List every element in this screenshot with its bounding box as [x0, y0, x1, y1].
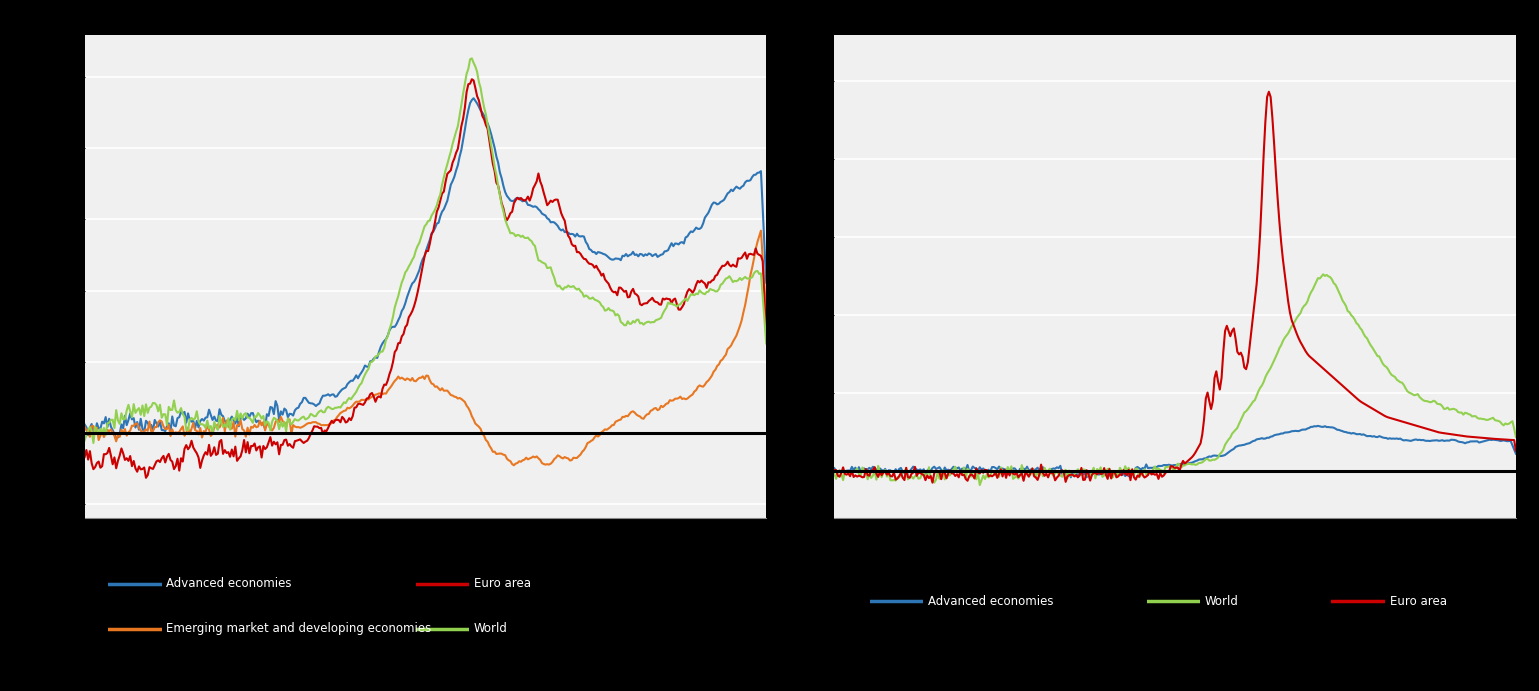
Text: Euro area: Euro area — [474, 578, 531, 590]
Text: Advanced economies: Advanced economies — [928, 595, 1054, 607]
Text: Euro area: Euro area — [1390, 595, 1447, 607]
Text: Advanced economies: Advanced economies — [166, 578, 292, 590]
Text: World: World — [474, 623, 508, 635]
Text: Emerging market and developing economies: Emerging market and developing economies — [166, 623, 431, 635]
Text: World: World — [1205, 595, 1239, 607]
